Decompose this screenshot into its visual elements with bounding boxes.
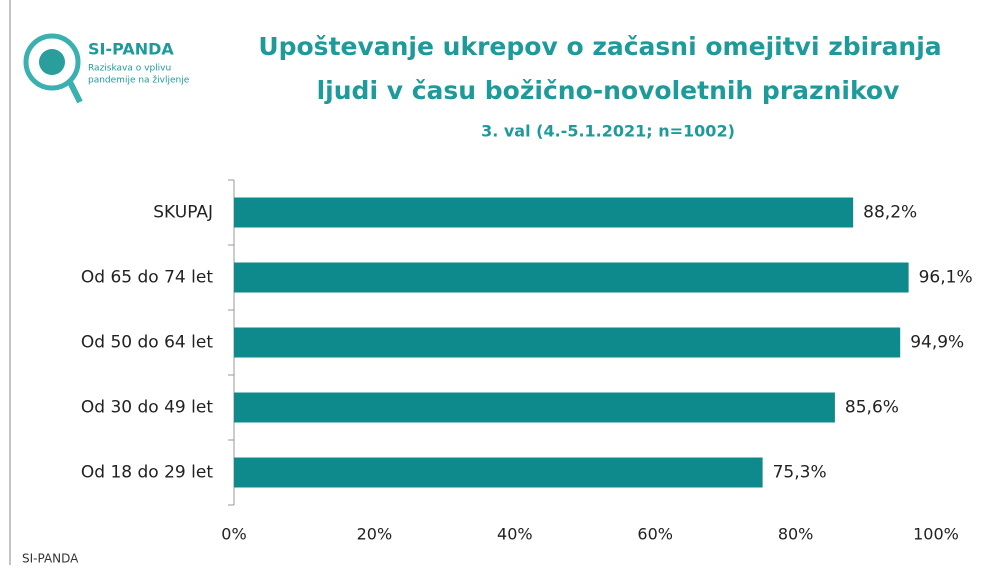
logo: SI-PANDA Raziskava o vplivu pandemije na… [23,33,190,104]
logo-text: Raziskava o vplivu [88,64,171,74]
x-tick-label: 20% [357,525,393,544]
logo-text: pandemije na življenje [88,76,190,86]
y-tick-label: SKUPAJ [153,203,213,223]
footer: SI-PANDA [22,552,79,566]
logo-name: SI-PANDA [88,40,174,59]
logo-ring [23,33,81,91]
logo-virus [39,49,65,75]
frame [9,0,11,569]
y-tick-label: Od 30 do 49 let [81,398,213,418]
bar [234,327,901,358]
bar [234,262,909,293]
value-label: 96,1% [919,268,973,288]
chart-subtitle: 3. val (4.-5.1.2021; n=1002) [481,122,735,141]
value-label: 94,9% [910,333,964,353]
x-tick-label: 100% [913,525,959,544]
value-label: 75,3% [773,463,827,483]
value-label: 85,6% [845,398,899,418]
x-tick-label: 60% [637,525,673,544]
chart-title: ljudi v času božično-novoletnih prazniko… [317,76,900,105]
chart-title: Upoštevanje ukrepov o začasni omejitvi z… [258,32,941,61]
y-tick-label: Od 65 do 74 let [81,268,213,288]
x-tick-label: 40% [497,525,533,544]
x-tick-label: 80% [778,525,814,544]
value-label: 88,2% [863,203,917,223]
bar [234,392,835,423]
bar [234,197,854,228]
y-tick-label: Od 50 do 64 let [81,333,213,353]
logo-handle [67,80,83,104]
x-tick-label: 0% [221,525,246,544]
bar [234,457,763,488]
y-tick-label: Od 18 do 29 let [81,463,213,483]
